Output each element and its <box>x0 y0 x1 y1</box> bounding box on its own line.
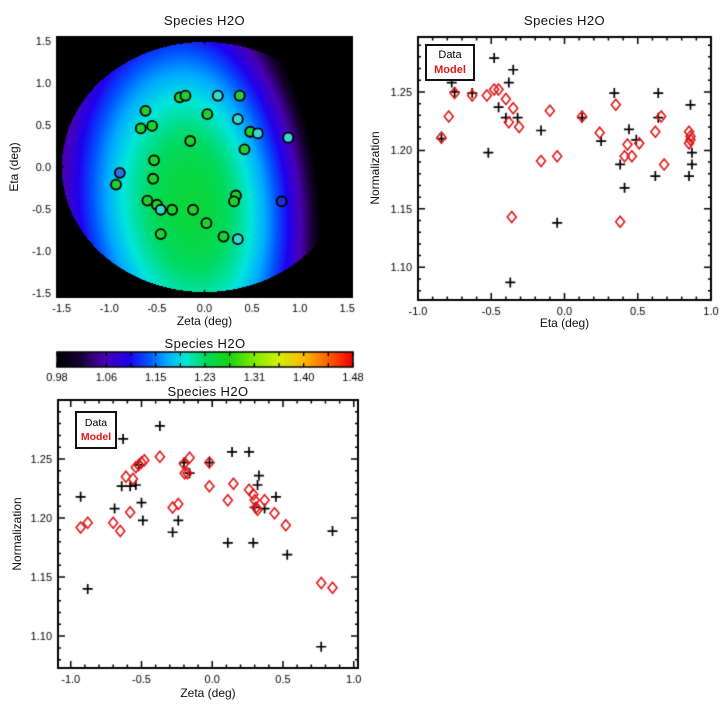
map-x-axis-label: Zeta (deg) <box>176 314 233 328</box>
legend-entry-model: Model <box>80 431 112 443</box>
map-y-axis-label: Eta (deg) <box>7 142 21 192</box>
legend-entry-model: Model <box>434 63 466 76</box>
eta-plot-x-axis-label: Eta (deg) <box>539 316 590 330</box>
zeta-plot-legend: Data Model <box>75 411 117 449</box>
eta-plot-legend: Data Model <box>425 44 475 81</box>
map-title: Species H2O <box>164 13 245 28</box>
zeta-plot-x-axis-label: Zeta (deg) <box>180 686 236 700</box>
legend-entry-data: Data <box>438 48 462 61</box>
legend-entry-data: Data <box>84 417 108 429</box>
colorbar-title: Species H2O <box>164 336 246 351</box>
zeta-plot-title: Species H2O <box>167 384 249 399</box>
zeta-plot-y-axis-label: Normalization <box>10 497 24 571</box>
eta-plot-y-axis-label: Normalization <box>368 131 382 205</box>
eta-plot-title: Species H2O <box>524 13 605 28</box>
